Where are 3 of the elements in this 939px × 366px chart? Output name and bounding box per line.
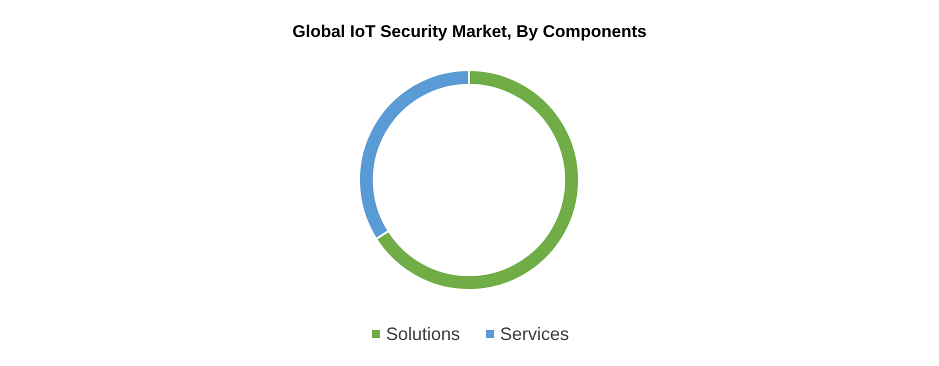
legend-label: Solutions [386, 324, 460, 344]
chart-title: Global IoT Security Market, By Components [292, 22, 647, 41]
legend-label: Services [500, 324, 570, 344]
